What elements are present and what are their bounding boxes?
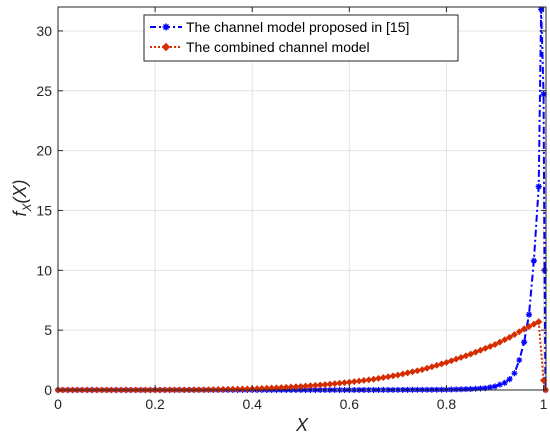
y-tick-label: 10 xyxy=(36,262,52,278)
series-2-point xyxy=(481,344,489,352)
series-2-point xyxy=(476,346,485,354)
legend-label-series-1: The channel model proposed in [15] xyxy=(186,19,409,35)
legend-marker-series-2 xyxy=(161,42,171,52)
legend-item-series-1: The channel model proposed in [15] xyxy=(150,19,409,35)
series-1-point xyxy=(540,91,547,98)
series-2-point xyxy=(467,350,475,358)
series-2-point xyxy=(234,385,242,393)
ticks xyxy=(57,7,546,391)
plot-area xyxy=(58,7,546,390)
y-axis-label-arg: (X) xyxy=(10,179,30,203)
legend-label-series-2: The combined channel model xyxy=(186,39,370,55)
series-2-point xyxy=(472,348,480,356)
series-2-point xyxy=(263,384,271,392)
x-tick-label: 0.6 xyxy=(340,396,360,412)
series-2-point xyxy=(520,325,528,333)
y-tick-label: 30 xyxy=(36,23,52,39)
series-1-point xyxy=(496,381,503,388)
series-2-point xyxy=(496,338,504,346)
legend-item-series-2: The combined channel model xyxy=(150,39,370,55)
series-2-point xyxy=(530,320,538,328)
series-2-point xyxy=(214,385,222,394)
series-2-point xyxy=(515,328,523,336)
y-tick-label: 0 xyxy=(44,382,52,398)
y-axis-label-main: f xyxy=(10,210,30,217)
series-1-point xyxy=(526,311,533,318)
series-1-point xyxy=(453,386,460,393)
series-1-point xyxy=(462,386,469,393)
series-2-point xyxy=(219,385,227,393)
series-2-point xyxy=(535,318,543,326)
legend-box xyxy=(143,14,459,62)
series-1-point xyxy=(487,384,494,391)
series-1-point xyxy=(477,385,484,392)
x-tick-label: 0.8 xyxy=(437,396,457,412)
series-1-point xyxy=(467,386,474,393)
series-1-point xyxy=(521,339,528,346)
series-2 xyxy=(54,318,550,394)
series-2-point xyxy=(525,323,533,331)
series-2-point xyxy=(238,385,247,393)
series-1-point xyxy=(516,357,523,364)
x-tick-label: 0.4 xyxy=(242,396,262,412)
series-1-point xyxy=(492,383,499,390)
y-axis-label: fX(X) xyxy=(10,179,34,216)
series-1-point xyxy=(511,370,518,377)
series-2-point xyxy=(491,340,499,349)
y-tick-label: 25 xyxy=(36,83,52,99)
series-1-point xyxy=(538,6,545,13)
series-2-point xyxy=(510,330,518,339)
series-1-point xyxy=(501,379,508,386)
series-1-point xyxy=(482,385,489,392)
series-1-point xyxy=(458,386,465,393)
series-2-point xyxy=(501,336,509,344)
y-tick-label: 15 xyxy=(36,202,52,218)
series-1-point xyxy=(530,257,537,264)
x-tick-label: 0.2 xyxy=(145,396,165,412)
y-tick-label: 5 xyxy=(44,322,52,338)
series-2-point xyxy=(229,385,237,393)
legend-marker-series-1 xyxy=(162,23,170,31)
series-1-point xyxy=(535,183,542,190)
series-1-point xyxy=(506,376,513,383)
x-axis-label: X xyxy=(295,415,309,435)
axes-box xyxy=(57,6,547,391)
series-2-point xyxy=(224,385,232,393)
y-axis-label-sub: X xyxy=(20,203,34,213)
series-1-point xyxy=(472,385,479,392)
legend: The channel model proposed in [15] The c… xyxy=(143,14,459,62)
x-tick-label: 0 xyxy=(54,396,62,412)
x-tick-label: 1 xyxy=(540,396,548,412)
y-tick-label: 20 xyxy=(36,143,52,159)
series-2-point xyxy=(506,333,514,341)
series-2-point xyxy=(486,342,494,350)
